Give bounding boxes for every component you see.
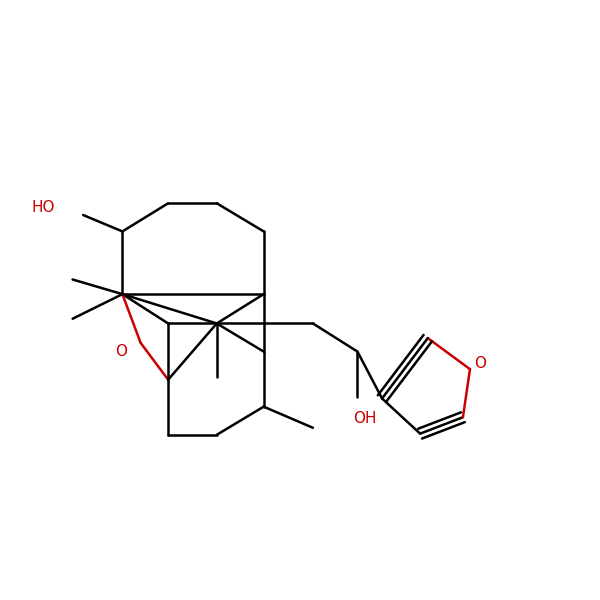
Text: HO: HO (32, 200, 55, 215)
Text: O: O (475, 356, 487, 371)
Text: OH: OH (353, 411, 376, 426)
Text: O: O (115, 344, 127, 359)
